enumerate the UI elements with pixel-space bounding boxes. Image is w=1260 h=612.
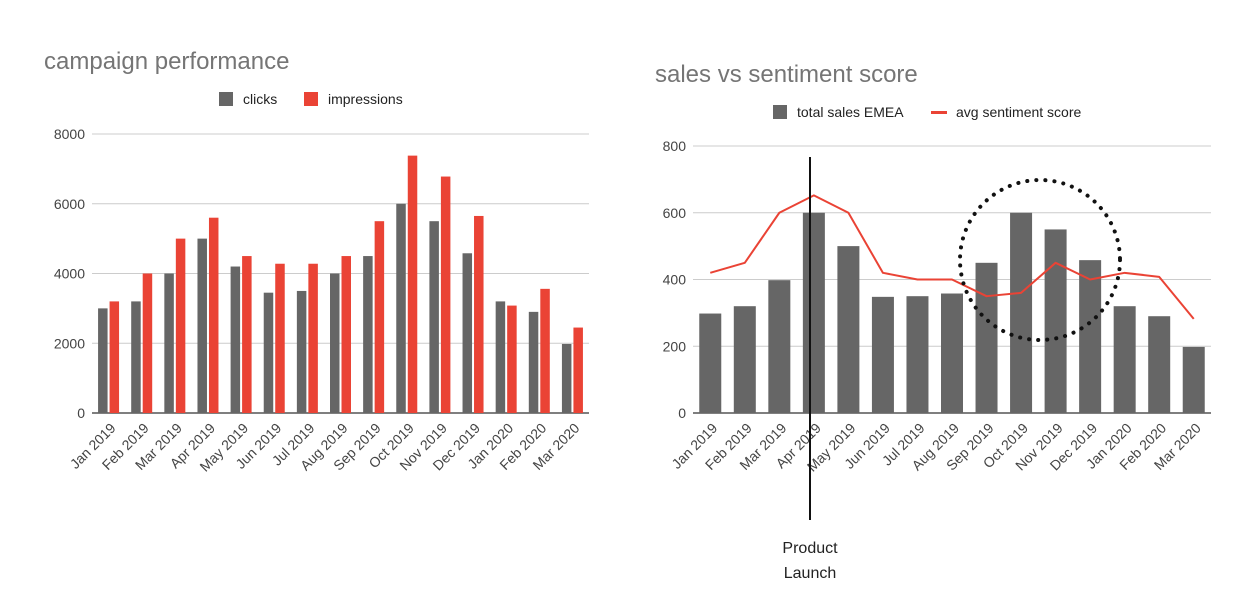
bar-total-sales bbox=[837, 246, 860, 413]
bar-clicks bbox=[230, 266, 241, 413]
legend-label-total-sales: total sales EMEA bbox=[797, 104, 904, 120]
bar-clicks bbox=[363, 256, 373, 413]
bar-clicks bbox=[330, 273, 340, 413]
y-tick-label: 400 bbox=[663, 272, 687, 288]
bar-clicks bbox=[495, 301, 506, 413]
highlight-dotted-circle bbox=[958, 178, 1122, 342]
legend-label-clicks: clicks bbox=[243, 91, 277, 107]
y-tick-label: 200 bbox=[663, 338, 687, 354]
product-launch-label-line-1: Product bbox=[782, 540, 838, 557]
legend-label-sentiment: avg sentiment score bbox=[956, 104, 1081, 120]
y-tick-label: 800 bbox=[663, 138, 687, 154]
sales-vs-sentiment-chart: sales vs sentiment score total sales EME… bbox=[655, 61, 1211, 582]
y-tick-label: 4000 bbox=[54, 266, 85, 282]
bar-clicks bbox=[98, 308, 108, 413]
chart-title: sales vs sentiment score bbox=[655, 61, 918, 88]
bar-clicks bbox=[561, 343, 572, 413]
legend-swatch-clicks bbox=[219, 92, 233, 106]
bar-clicks bbox=[197, 238, 207, 413]
bar-impressions bbox=[407, 155, 418, 413]
chart-legend: total sales EMEA avg sentiment score bbox=[773, 104, 1081, 120]
bar-total-sales bbox=[1010, 212, 1033, 413]
y-tick-label: 0 bbox=[77, 405, 85, 421]
y-tick-label: 2000 bbox=[54, 335, 85, 351]
bar-total-sales bbox=[975, 262, 998, 413]
bar-clicks bbox=[164, 273, 174, 413]
bar-total-sales bbox=[733, 306, 756, 413]
y-tick-label: 8000 bbox=[54, 126, 85, 142]
y-tick-label: 600 bbox=[663, 205, 687, 221]
bar-clicks bbox=[296, 290, 307, 413]
product-launch-label-line-2: Launch bbox=[784, 565, 837, 582]
bar-clicks bbox=[429, 221, 439, 413]
bar-clicks bbox=[396, 203, 406, 413]
bar-impressions bbox=[242, 256, 252, 413]
bar-total-sales bbox=[941, 293, 963, 413]
bar-impressions bbox=[474, 215, 484, 413]
campaign-performance-chart: campaign performance clicks impressions … bbox=[44, 48, 589, 475]
y-tick-label: 0 bbox=[678, 405, 686, 421]
bar-clicks bbox=[528, 311, 539, 413]
bar-total-sales bbox=[906, 296, 929, 413]
bar-impressions bbox=[142, 273, 153, 413]
bar-impressions bbox=[109, 301, 120, 413]
bar-impressions bbox=[374, 221, 385, 413]
bar-clicks bbox=[462, 253, 473, 413]
chart-legend: clicks impressions bbox=[219, 91, 403, 107]
chart-title: campaign performance bbox=[44, 48, 289, 75]
bar-impressions bbox=[308, 263, 318, 413]
bar-total-sales bbox=[699, 313, 722, 413]
legend-swatch-sentiment bbox=[931, 111, 947, 114]
bar-total-sales bbox=[768, 280, 791, 413]
bar-total-sales bbox=[871, 296, 894, 413]
bar-total-sales bbox=[802, 212, 825, 413]
bar-total-sales bbox=[1113, 306, 1136, 413]
bar-impressions bbox=[540, 288, 550, 413]
bar-impressions bbox=[275, 263, 285, 413]
legend-swatch-impressions bbox=[304, 92, 318, 106]
bar-impressions bbox=[440, 176, 451, 413]
bar-total-sales bbox=[1044, 229, 1067, 413]
legend-label-impressions: impressions bbox=[328, 91, 403, 107]
y-tick-label: 6000 bbox=[54, 196, 85, 212]
bar-clicks bbox=[263, 292, 274, 413]
bar-impressions bbox=[208, 217, 219, 413]
bar-clicks bbox=[131, 301, 141, 413]
bar-total-sales bbox=[1079, 260, 1102, 413]
bar-total-sales bbox=[1182, 346, 1205, 413]
bar-total-sales bbox=[1148, 316, 1171, 413]
bar-impressions bbox=[507, 305, 517, 413]
bar-impressions bbox=[573, 327, 583, 413]
bar-impressions bbox=[175, 238, 186, 413]
legend-swatch-total-sales bbox=[773, 105, 787, 119]
bar-impressions bbox=[341, 256, 351, 413]
